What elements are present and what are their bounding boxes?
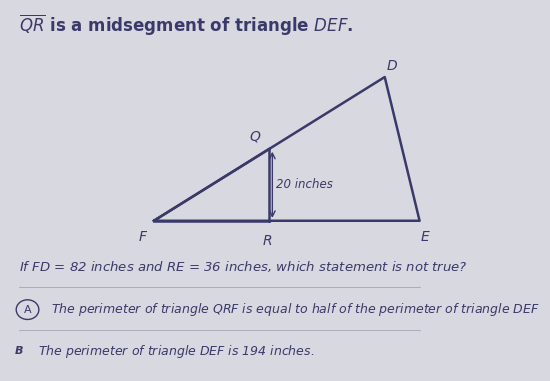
Text: F: F: [139, 230, 146, 244]
Text: The perimeter of triangle $DEF$ is 194 inches.: The perimeter of triangle $DEF$ is 194 i…: [39, 343, 315, 360]
Text: Q: Q: [250, 129, 261, 143]
Text: If $FD$ = 82 inches and $RE$ = 36 inches, which statement is not true?: If $FD$ = 82 inches and $RE$ = 36 inches…: [19, 259, 467, 274]
Text: A: A: [24, 305, 31, 315]
Text: R: R: [262, 234, 272, 248]
Text: D: D: [387, 59, 398, 73]
Text: $\overline{QR}$ is a midsegment of triangle $DEF$.: $\overline{QR}$ is a midsegment of trian…: [19, 13, 353, 38]
Text: The perimeter of triangle $QRF$ is equal to half of the perimeter of triangle $D: The perimeter of triangle $QRF$ is equal…: [52, 301, 540, 318]
Text: E: E: [421, 230, 430, 244]
Text: 20 inches: 20 inches: [276, 178, 333, 191]
Text: B: B: [14, 346, 23, 356]
